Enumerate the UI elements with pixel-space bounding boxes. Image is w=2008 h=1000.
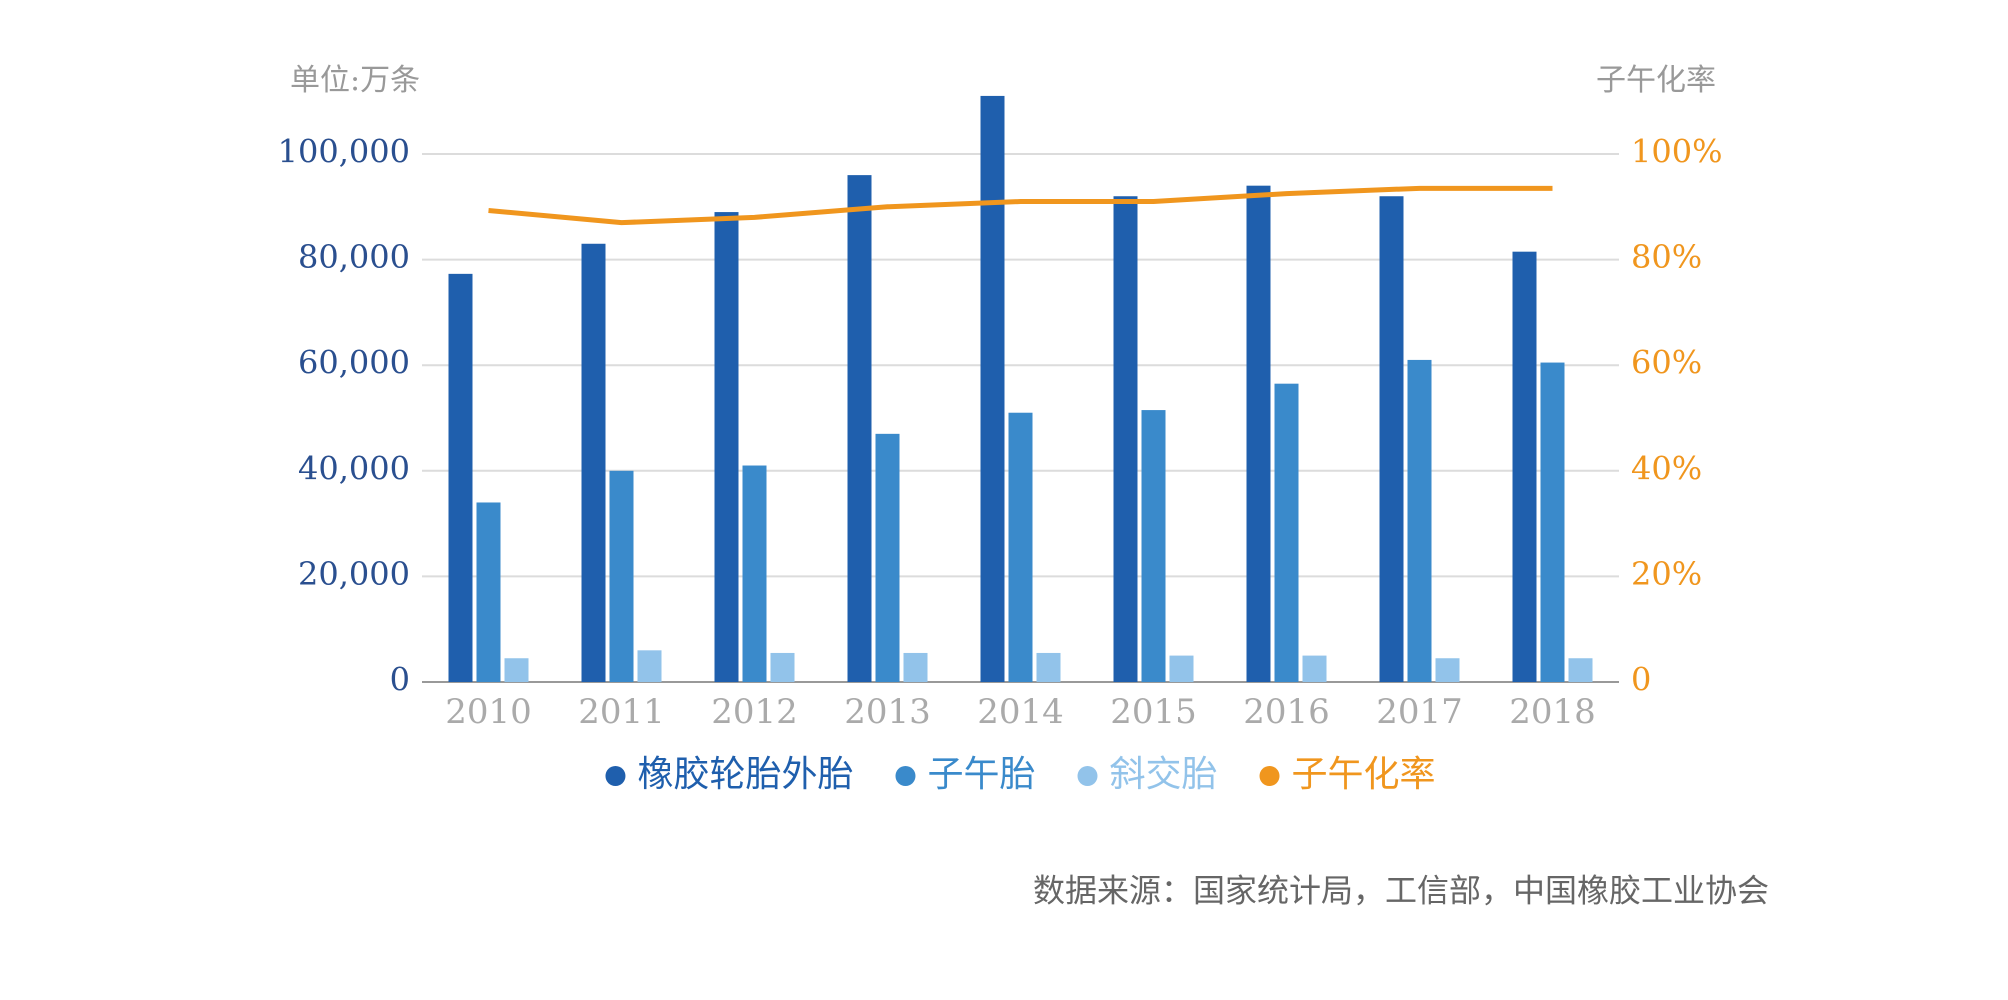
x-tick-label: 2014 [977, 692, 1064, 732]
legend-label: 子午化率 [1292, 754, 1436, 795]
y-tick-label: 0 [390, 661, 410, 699]
bar [847, 175, 872, 682]
bar [476, 502, 501, 682]
bar [581, 243, 606, 682]
y2-tick-label: 80% [1631, 238, 1702, 276]
y2-tick-label: 100% [1631, 133, 1722, 171]
bar [770, 652, 795, 682]
bar [1008, 412, 1033, 682]
bar [714, 212, 739, 682]
bar [448, 273, 473, 682]
legend-label: 子午胎 [927, 754, 1035, 795]
y2-tick-label: 0 [1631, 661, 1651, 699]
y2-tick-label: 60% [1631, 344, 1702, 382]
x-tick-label: 2017 [1376, 692, 1463, 732]
x-tick-label: 2018 [1509, 692, 1596, 732]
bar [1407, 359, 1432, 682]
y-tick-label: 100,000 [278, 133, 410, 171]
y-tick-label: 80,000 [298, 238, 410, 276]
bar [742, 465, 767, 682]
x-tick-label: 2011 [578, 692, 665, 732]
legend-marker [1259, 766, 1280, 786]
source-note: 数据来源：国家统计局，工信部，中国橡胶工业协会 [1033, 872, 1769, 910]
bar [1113, 196, 1138, 683]
y-axis-unit: 单位:万条 [290, 63, 420, 98]
legend-marker [605, 766, 626, 786]
bar [1540, 362, 1565, 682]
bar [1379, 196, 1404, 683]
y-tick-label: 40,000 [298, 449, 410, 487]
x-tick-label: 2010 [445, 692, 532, 732]
y-tick-label: 60,000 [298, 344, 410, 382]
x-tick-label: 2015 [1110, 692, 1197, 732]
y2-axis-label: 子午化率 [1596, 63, 1716, 98]
legend-label: 橡胶轮胎外胎 [637, 754, 853, 795]
legend-label: 斜交胎 [1110, 754, 1218, 795]
line [488, 185, 1553, 226]
bar [504, 658, 529, 682]
bar [903, 652, 928, 682]
bar [1274, 383, 1299, 682]
bar [1512, 251, 1537, 682]
x-tick-label: 2013 [844, 692, 931, 732]
bar [1302, 655, 1327, 682]
bar [637, 650, 662, 682]
bar [1169, 655, 1194, 682]
y2-tick-label: 20% [1631, 555, 1702, 593]
bar [1568, 658, 1593, 682]
bar [875, 433, 900, 682]
bar [1246, 185, 1271, 682]
y-tick-label: 20,000 [298, 555, 410, 593]
bar [980, 95, 1005, 683]
bar [1435, 658, 1460, 682]
legend-marker [1077, 766, 1098, 786]
bar [609, 470, 634, 682]
legend-marker [895, 766, 916, 786]
bar [1141, 410, 1166, 682]
bar [1036, 652, 1061, 682]
x-tick-label: 2012 [711, 692, 798, 732]
y2-tick-label: 40% [1631, 449, 1702, 487]
x-tick-label: 2016 [1243, 692, 1330, 732]
